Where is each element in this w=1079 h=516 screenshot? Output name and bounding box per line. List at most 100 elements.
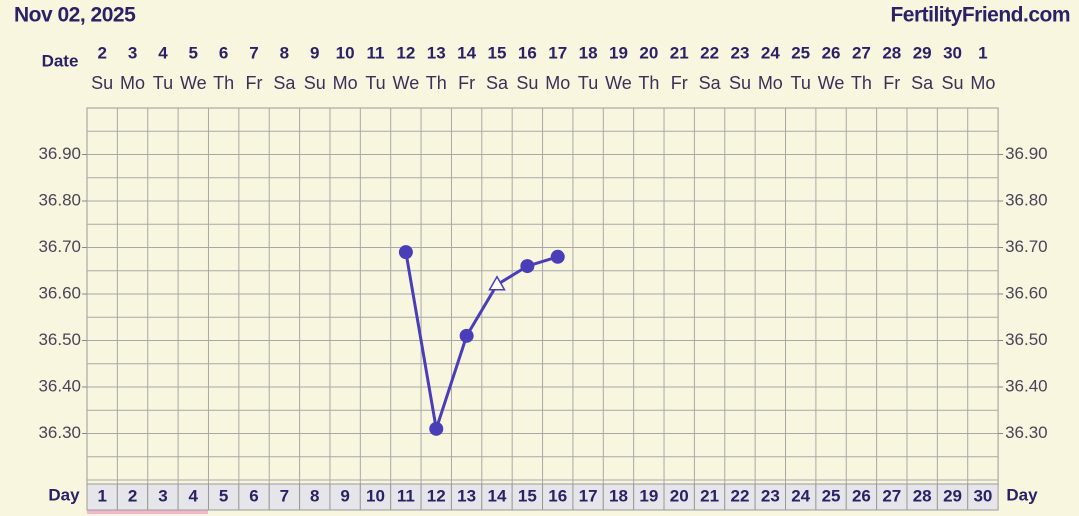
y-tick-label: 36.70 xyxy=(1005,237,1048,256)
day-label: Day xyxy=(1006,485,1038,504)
day-cell xyxy=(785,483,817,511)
y-tick-label: 36.60 xyxy=(38,283,81,302)
x-tick-label: 8 xyxy=(310,486,319,505)
weekday-label: Fr xyxy=(883,73,900,93)
weekday-label: Th xyxy=(426,73,447,93)
day-cell xyxy=(147,483,179,511)
date-label: 12 xyxy=(396,43,415,62)
day-cell xyxy=(359,483,392,511)
x-tick-label: 19 xyxy=(639,486,658,505)
x-tick-label: 18 xyxy=(609,486,628,505)
day-cell xyxy=(329,483,361,511)
date-label: 27 xyxy=(852,43,871,62)
date-label: 15 xyxy=(488,43,507,62)
y-tick-label: 36.90 xyxy=(38,144,81,163)
day-cell xyxy=(511,483,544,511)
x-tick-label: 16 xyxy=(548,486,567,505)
x-tick-label: 26 xyxy=(852,486,871,505)
date-label: 28 xyxy=(882,43,901,62)
x-tick-label: 25 xyxy=(822,486,841,505)
x-tick-label: 20 xyxy=(670,486,689,505)
x-tick-label: 27 xyxy=(882,486,901,505)
x-tick-label: 3 xyxy=(158,486,167,505)
date-label: 7 xyxy=(249,43,258,62)
weekday-label: Mo xyxy=(758,73,783,93)
date-label: 14 xyxy=(457,43,476,62)
day-cell xyxy=(936,483,969,511)
weekday-label: Su xyxy=(516,73,538,93)
day-cell xyxy=(238,483,270,511)
y-tick-label: 36.50 xyxy=(1005,330,1048,349)
weekday-label: Mo xyxy=(545,73,570,93)
day-cell xyxy=(450,483,483,511)
weekday-label: We xyxy=(393,73,420,93)
day-cell xyxy=(845,483,878,511)
y-tick-label: 36.90 xyxy=(1005,144,1048,163)
date-label: 20 xyxy=(639,43,658,62)
x-tick-label: 2 xyxy=(128,486,137,505)
date-label: 21 xyxy=(670,43,689,62)
date-label: 26 xyxy=(822,43,841,62)
date-label: 4 xyxy=(158,43,168,62)
weekday-label: Th xyxy=(851,73,872,93)
x-tick-label: 13 xyxy=(457,486,476,505)
weekday-label: Su xyxy=(729,73,751,93)
date-label: 22 xyxy=(700,43,719,62)
weekday-label: Th xyxy=(213,73,234,93)
data-point xyxy=(398,245,413,260)
date-label: 2 xyxy=(97,43,106,62)
y-tick-label: 36.30 xyxy=(38,423,81,442)
day-cell xyxy=(86,483,118,511)
day-cell xyxy=(876,483,908,511)
x-tick-label: 15 xyxy=(518,486,537,505)
x-tick-label: 9 xyxy=(340,486,349,505)
date-label: 29 xyxy=(913,43,932,62)
date-label: 25 xyxy=(791,43,810,62)
day-cell xyxy=(177,483,209,511)
day-cell xyxy=(724,483,756,511)
date-label: 24 xyxy=(761,43,780,62)
x-tick-label: 4 xyxy=(189,486,199,505)
x-tick-label: 22 xyxy=(730,486,749,505)
weekday-label: Fr xyxy=(671,73,688,93)
day-cell xyxy=(299,483,331,511)
date-label: 13 xyxy=(427,43,446,62)
weekday-label: Tu xyxy=(153,73,173,93)
day-cell xyxy=(967,483,999,511)
day-cell xyxy=(572,483,604,511)
weekday-label: Mo xyxy=(120,73,145,93)
site-name: FertilityFriend.com xyxy=(890,4,1070,27)
date-label: 19 xyxy=(609,43,628,62)
day-cell xyxy=(663,483,695,511)
day-label: Day xyxy=(48,485,80,504)
date-label: 3 xyxy=(128,43,137,62)
weekday-label: Su xyxy=(304,73,326,93)
period-strip xyxy=(87,510,208,514)
weekday-label: Fr xyxy=(246,73,263,93)
date-label: 6 xyxy=(219,43,228,62)
x-tick-label: 17 xyxy=(579,486,598,505)
date-label: 8 xyxy=(280,43,289,62)
chart-title: Nov 02, 2025 xyxy=(14,4,136,27)
y-tick-label: 36.80 xyxy=(1005,190,1048,209)
date-label: 10 xyxy=(336,43,355,62)
y-tick-label: 36.70 xyxy=(38,237,81,256)
x-tick-label: 10 xyxy=(366,486,385,505)
day-cell xyxy=(542,483,574,511)
day-cell xyxy=(390,483,422,511)
date-label: Date xyxy=(42,51,79,70)
y-tick-label: 36.50 xyxy=(38,330,81,349)
x-tick-label: 30 xyxy=(973,486,992,505)
weekday-label: We xyxy=(605,73,632,93)
date-label: 30 xyxy=(943,43,962,62)
weekday-label: Sa xyxy=(699,73,722,93)
day-cell xyxy=(268,483,301,511)
day-cell xyxy=(693,483,726,511)
date-label: 18 xyxy=(579,43,598,62)
x-tick-label: 7 xyxy=(280,486,289,505)
data-point xyxy=(429,421,444,436)
x-tick-label: 14 xyxy=(488,486,507,505)
x-tick-label: 29 xyxy=(943,486,962,505)
x-tick-label: 1 xyxy=(97,486,106,505)
weekday-label: Sa xyxy=(911,73,934,93)
